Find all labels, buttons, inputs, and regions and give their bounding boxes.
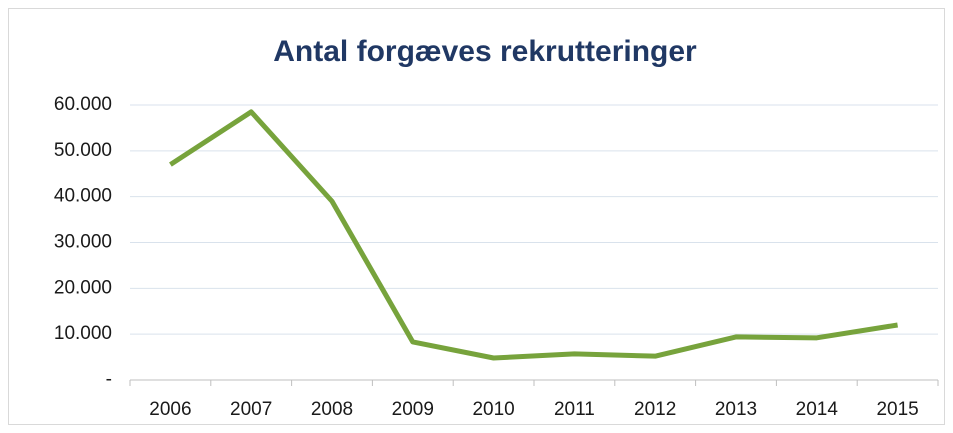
x-tick-label: 2011 [554,399,595,420]
y-tick-label: 60.000 [54,94,112,115]
y-tick-label: 40.000 [54,186,112,207]
x-tick-label: 2012 [634,399,676,420]
x-tick-label: 2010 [472,399,514,420]
chart-title: Antal forgæves rekrutteringer [273,35,697,68]
y-tick-label: 50.000 [54,140,112,161]
x-tick-label: 2015 [876,399,918,420]
x-tick-label: 2006 [149,399,191,420]
y-tick-label: 10.000 [54,323,112,344]
data-line [169,109,898,361]
x-tick-label: 2008 [311,399,353,420]
x-tick-label: 2013 [715,399,757,420]
y-tick-label: - [106,369,112,390]
x-tick-label: 2014 [796,399,839,420]
chart-frame [8,8,945,425]
x-tick-label: 2009 [392,399,434,420]
x-tick-label: 2007 [230,399,272,420]
y-tick-label: 20.000 [54,277,112,298]
y-tick-label: 30.000 [54,232,112,253]
